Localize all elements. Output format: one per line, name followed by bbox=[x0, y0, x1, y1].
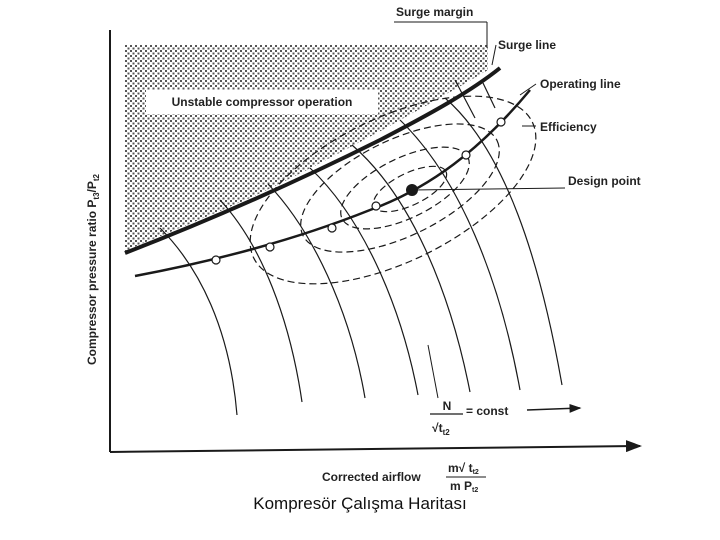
surge-margin-bracket-2 bbox=[482, 82, 496, 109]
speed-fraction-num: N bbox=[443, 399, 452, 413]
figure-caption: Kompresör Çalışma Haritası bbox=[253, 494, 467, 513]
x-fraction-num-sub: t2 bbox=[473, 469, 479, 476]
unstable-label: Unstable compressor operation bbox=[172, 95, 353, 109]
operating-point-3 bbox=[327, 223, 337, 233]
speed-fraction-den-text: √t bbox=[432, 421, 443, 435]
speed-line-6 bbox=[399, 119, 521, 391]
operating-line-leader bbox=[519, 83, 537, 96]
speed-direction-arrow bbox=[526, 403, 582, 413]
x-axis-label: Corrected airflow bbox=[322, 470, 421, 484]
x-fraction-den: m Pt2 bbox=[450, 479, 478, 494]
operating-line bbox=[134, 89, 531, 278]
speed-fraction-den-sub: t2 bbox=[443, 428, 451, 437]
operating-point-1 bbox=[211, 255, 221, 265]
unstable-label-box bbox=[146, 90, 378, 114]
speed-fraction-den: √tt2 bbox=[432, 421, 450, 437]
speed-const-label: = const bbox=[466, 404, 508, 418]
speed-line-3 bbox=[267, 183, 366, 399]
efficiency-contour-3 bbox=[340, 146, 470, 230]
y-axis-label: Compressor pressure ratio Pt3/Pt2 bbox=[85, 173, 101, 365]
x-fraction-num-text: m√ t bbox=[448, 461, 473, 475]
y-axis-label-sub1: t3 bbox=[92, 192, 101, 200]
operating-points bbox=[211, 117, 506, 265]
operating-point-4 bbox=[371, 201, 381, 211]
design-point-label: Design point bbox=[568, 174, 641, 188]
x-fraction-den-text: m P bbox=[450, 479, 472, 493]
y-axis-label-text: Compressor pressure ratio P bbox=[85, 200, 99, 365]
x-axis-line bbox=[109, 440, 642, 453]
efficiency-label: Efficiency bbox=[540, 120, 597, 134]
operating-point-5 bbox=[461, 150, 471, 160]
y-axis-label-sub2: t2 bbox=[92, 173, 101, 181]
operating-line-label: Operating line bbox=[540, 77, 621, 91]
surge-line-leader bbox=[491, 44, 497, 66]
speed-line-2 bbox=[219, 199, 303, 403]
speed-line-7 bbox=[444, 97, 563, 386]
surge-line-label: Surge line bbox=[498, 38, 556, 52]
speed-annotation-leader bbox=[427, 344, 439, 399]
speed-line-1 bbox=[159, 227, 238, 416]
operating-point-2 bbox=[265, 242, 275, 252]
x-fraction-num: m√ tt2 bbox=[448, 461, 479, 476]
x-fraction-den-sub: t2 bbox=[472, 487, 478, 494]
speed-line-5 bbox=[351, 144, 471, 393]
speed-line-4 bbox=[309, 167, 419, 396]
surge-margin-label: Surge margin bbox=[396, 5, 473, 19]
speed-lines bbox=[159, 97, 563, 416]
design-point-leader bbox=[411, 187, 566, 191]
operating-point-6 bbox=[496, 117, 506, 127]
leader-lines bbox=[394, 21, 566, 191]
surge-margin-brackets bbox=[454, 79, 496, 119]
surge-margin-bracket-1 bbox=[454, 79, 476, 119]
y-axis-label-slash: /P bbox=[85, 181, 99, 192]
